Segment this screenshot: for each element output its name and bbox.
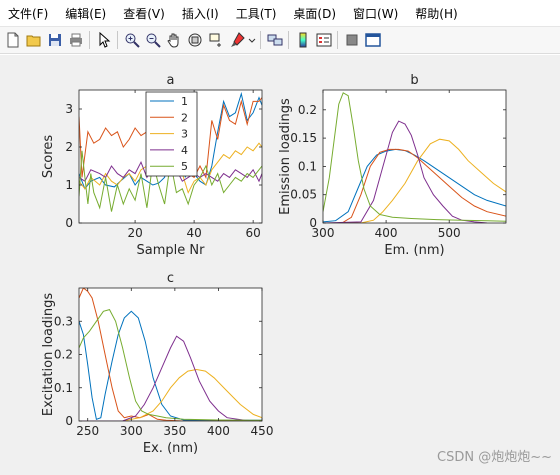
toolbar-separator <box>260 31 261 49</box>
toolbar-separator <box>337 31 338 49</box>
menu-help[interactable]: 帮助(H) <box>415 6 458 21</box>
menu-bar: 文件(F) 编辑(E) 查看(V) 插入(I) 工具(T) 桌面(D) 窗口(W… <box>0 0 560 26</box>
x-axis-label-c: Ex. (nm) <box>143 441 198 456</box>
dock-icon[interactable] <box>362 29 383 51</box>
x-axis-label-a: Sample Nr <box>137 243 206 258</box>
chart-svg: 20 40 60 0 1 2 3 a Sample Nr Scores 1 2 3 4 5 300 400 500… <box>41 73 507 456</box>
y-tick-label-c: 0.3 <box>54 314 73 328</box>
rotate-3d-icon[interactable] <box>184 29 205 51</box>
open-folder-icon[interactable] <box>23 29 44 51</box>
x-tick-label-c: 250 <box>76 424 99 438</box>
x-tick-label-b: 500 <box>438 226 461 240</box>
series-line-b-4 <box>323 120 488 223</box>
link-icon[interactable] <box>264 29 285 51</box>
menu-insert[interactable]: 插入(I) <box>181 6 219 21</box>
y-tick-label-b: 0.15 <box>290 131 317 145</box>
y-axis-label-a: Scores <box>41 135 56 178</box>
x-tick-label-a: 20 <box>127 226 142 240</box>
series-line-c-5 <box>79 309 262 421</box>
axes-background-c <box>79 288 262 421</box>
legend-icon[interactable] <box>313 29 334 51</box>
menu-tools[interactable]: 工具(T) <box>235 6 277 21</box>
y-axis-label-c: Excitation loadings <box>41 293 56 416</box>
y-tick-label-a: 0 <box>65 216 73 230</box>
y-tick-label-a: 2 <box>65 140 73 154</box>
y-tick-label-b: 0.2 <box>298 103 317 117</box>
x-tick-label-c: 300 <box>120 424 143 438</box>
pointer-icon[interactable] <box>93 29 114 51</box>
series-line-a-5 <box>79 150 262 212</box>
brush-icon[interactable] <box>226 29 247 51</box>
x-tick-label-b: 400 <box>375 226 398 240</box>
figure-canvas: 20 40 60 0 1 2 3 a Sample Nr Scores 1 2 3 4 5 300 400 500… <box>0 55 560 475</box>
menu-file[interactable]: 文件(F) <box>8 6 49 21</box>
chart-title-c: c <box>167 271 174 286</box>
watermark-text: CSDN @炮炮炮~~ <box>437 450 552 465</box>
x-tick-label-a: 40 <box>186 226 201 240</box>
colorbar-icon[interactable] <box>292 29 313 51</box>
series-line-c-2 <box>79 288 262 421</box>
zoom-out-icon[interactable] <box>142 29 163 51</box>
x-axis-label-b: Em. (nm) <box>384 243 444 258</box>
data-cursor-icon[interactable] <box>205 29 226 51</box>
menu-edit[interactable]: 编辑(E) <box>65 6 107 21</box>
series-line-b-3 <box>323 138 506 223</box>
x-tick-label-a: 60 <box>246 226 261 240</box>
chart-title-a: a <box>167 73 175 88</box>
series-line-b-5 <box>323 92 506 222</box>
series-line-c-4 <box>79 335 262 421</box>
toolbar-separator <box>89 31 90 49</box>
x-tick-label-b: 300 <box>312 226 335 240</box>
x-tick-label-c: 400 <box>207 424 230 438</box>
legend-label-1: 1 <box>181 95 188 108</box>
axes-frame-b <box>322 89 507 224</box>
chevron-down-icon[interactable] <box>247 29 257 51</box>
axes-background-b <box>323 90 506 223</box>
y-tick-label-b: 0.05 <box>290 188 317 202</box>
legend-label-5: 5 <box>181 160 188 173</box>
toolbar-separator <box>117 31 118 49</box>
print-icon[interactable] <box>65 29 86 51</box>
legend-label-3: 3 <box>181 128 188 141</box>
legend-label-4: 4 <box>181 144 188 157</box>
series-line-b-2 <box>323 148 506 223</box>
pan-hand-icon[interactable] <box>163 29 184 51</box>
y-tick-label-c: 0.1 <box>54 381 73 395</box>
y-axis-label-b: Emission loadings <box>278 98 293 215</box>
y-tick-label-c: 0.2 <box>54 348 73 362</box>
axes-frame-a <box>78 89 263 224</box>
new-file-icon[interactable] <box>2 29 23 51</box>
x-tick-label-c: 450 <box>251 424 274 438</box>
menu-desktop[interactable]: 桌面(D) <box>293 6 337 21</box>
y-tick-label-c: 0 <box>65 414 73 428</box>
legend-label-2: 2 <box>181 111 188 124</box>
zoom-in-icon[interactable] <box>121 29 142 51</box>
toolbar-separator <box>288 31 289 49</box>
save-icon[interactable] <box>44 29 65 51</box>
y-tick-label-b: 0 <box>309 216 317 230</box>
y-tick-label-a: 3 <box>65 102 73 116</box>
hide-tools-icon[interactable] <box>341 29 362 51</box>
toolbar <box>0 26 560 54</box>
y-tick-label-b: 0.1 <box>298 159 317 173</box>
chart-title-b: b <box>410 73 418 88</box>
x-tick-label-c: 350 <box>163 424 186 438</box>
menu-window[interactable]: 窗口(W) <box>353 6 399 21</box>
y-tick-label-a: 1 <box>65 178 73 192</box>
menu-view[interactable]: 查看(V) <box>123 6 165 21</box>
